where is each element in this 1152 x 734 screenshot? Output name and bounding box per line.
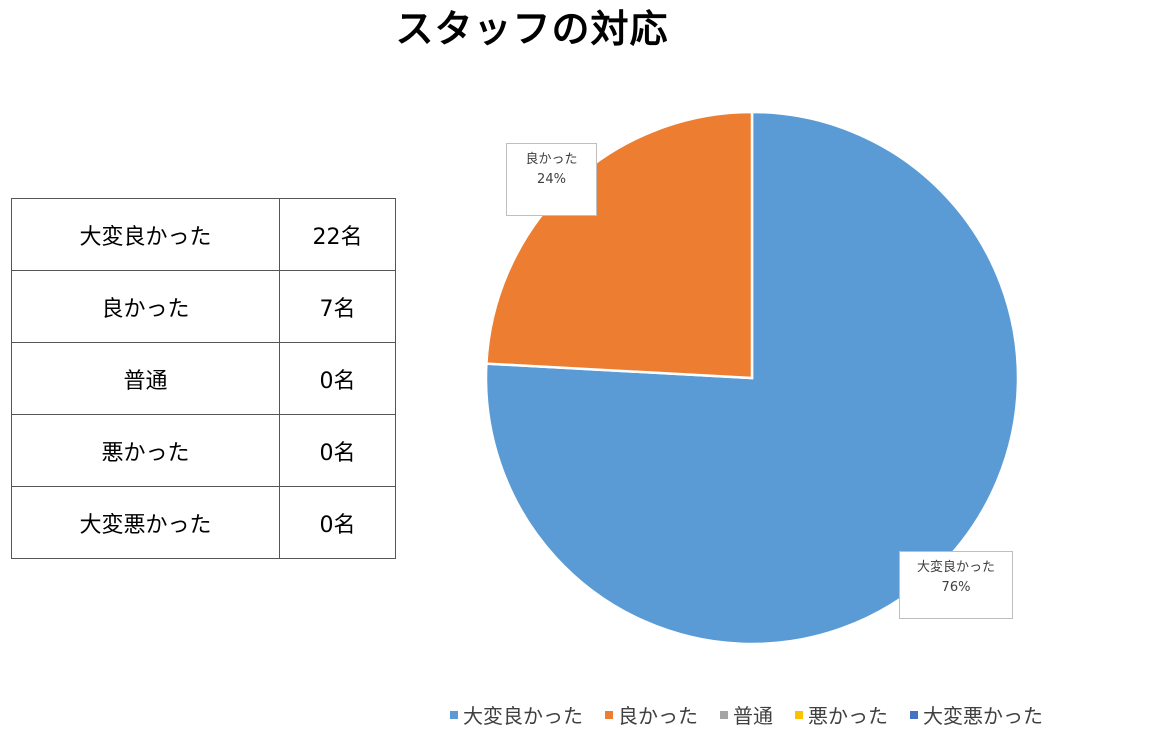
response-table: 大変良かった 22名 良かった 7名 普通 0名 悪かった 0名 大変悪かった … [11,198,396,559]
table-row: 大変悪かった 0名 [11,486,396,559]
legend-item-bad: 悪かった [795,700,888,729]
legend-item-good: 良かった [605,700,698,729]
legend-item-average: 普通 [720,700,773,729]
row-label: 良かった [11,270,280,343]
data-label-good: 良かった 24% [506,143,597,216]
table-row: 良かった 7名 [11,270,396,343]
chart-legend: 大変良かった 良かった 普通 悪かった 大変悪かった [450,700,1043,729]
data-label-name: 良かった [525,152,578,167]
legend-label: 良かった [618,704,698,728]
chart-title: スタッフの対応 [395,7,669,51]
row-value: 0名 [279,342,396,415]
table-row: 悪かった 0名 [11,414,396,487]
row-label: 大変良かった [11,198,280,271]
row-value: 0名 [279,486,396,559]
data-label-very-good: 大変良かった 76% [899,551,1013,619]
legend-swatch-icon [795,710,803,719]
row-label: 普通 [11,342,280,415]
data-label-percent: 76% [941,580,971,595]
legend-swatch-icon [605,710,613,719]
row-value: 0名 [279,414,396,487]
pie-slices [484,110,1020,646]
data-label-name: 大変良かった [916,560,995,575]
legend-label: 悪かった [808,704,888,728]
legend-swatch-icon [450,710,458,719]
legend-label: 普通 [733,704,773,728]
legend-label: 大変悪かった [923,704,1043,728]
data-label-percent: 24% [537,172,566,187]
table-row: 普通 0名 [11,342,396,415]
legend-item-very-bad: 大変悪かった [910,700,1043,729]
row-value: 7名 [279,270,396,343]
legend-label: 大変良かった [463,704,583,728]
row-label: 大変悪かった [11,486,280,559]
legend-item-very-good: 大変良かった [450,700,583,729]
legend-swatch-icon [720,710,728,719]
legend-swatch-icon [910,710,918,719]
row-label: 悪かった [11,414,280,487]
